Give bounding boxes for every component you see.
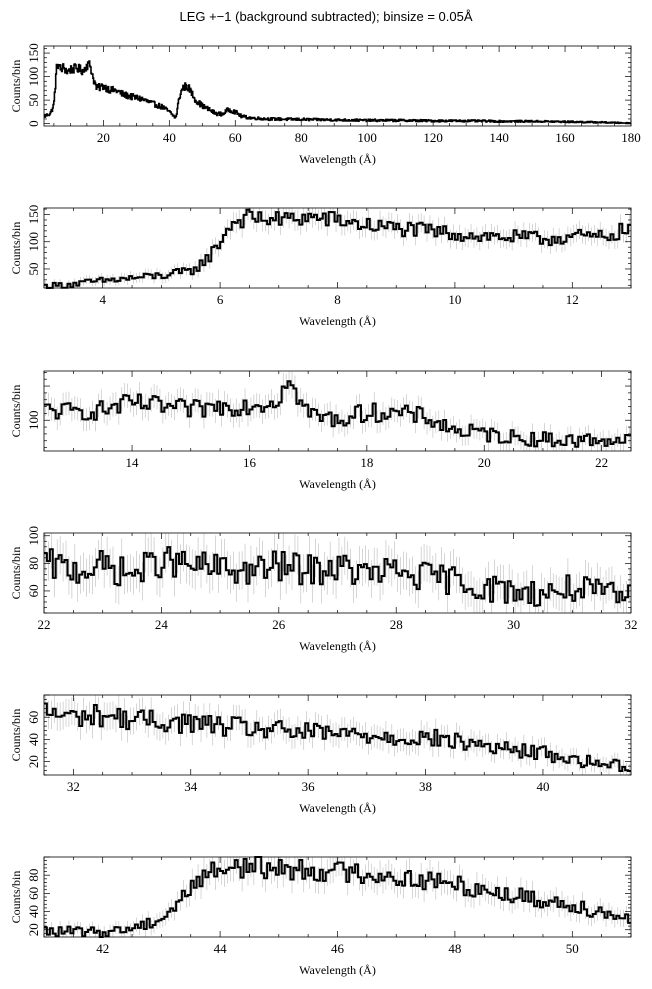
y-tick-label: 80: [26, 869, 41, 882]
x-axis-label: Wavelength (Å): [299, 152, 376, 166]
chart-panel-4: 22 24 26 28 30 32 60 80 100 Wavelength (Å) Counts/…: [9, 526, 638, 653]
x-tick-label: 34: [184, 779, 198, 794]
x-axis-label: Wavelength (Å): [299, 477, 376, 491]
series-line: [44, 856, 631, 938]
y-tick-label: 150: [26, 205, 41, 225]
x-tick-label: 40: [536, 779, 549, 794]
x-tick-label: 30: [507, 617, 520, 632]
series-line: [44, 546, 631, 607]
x-tick-label: 100: [357, 130, 377, 145]
y-tick-label: 100: [26, 67, 41, 87]
y-tick-label: 100: [26, 410, 41, 430]
chart-panel-5: 32 34 36 38 40 20 40 60 Wavelength (Å) Counts/bin: [9, 694, 632, 815]
y-tick-label: 60: [26, 887, 41, 900]
y-tick-label: 40: [26, 905, 41, 918]
x-tick-label: 24: [155, 617, 169, 632]
y-tick-label: 20: [26, 755, 41, 768]
x-tick-label: 14: [126, 455, 140, 470]
x-tick-label: 40: [163, 130, 176, 145]
chart-panel-3: 14 16 18 20 22 100 Wavelength (Å) Counts/bin: [9, 370, 632, 491]
x-tick-label: 32: [67, 779, 80, 794]
y-axis-label: Counts/bin: [9, 222, 23, 275]
x-tick-label: 28: [390, 617, 403, 632]
chart-panel-1: 20 40 60 80 100 120 140 160 180 0 50 100 150 Waveleng…: [9, 43, 641, 166]
x-tick-label: 140: [489, 130, 509, 145]
x-axis-label: Wavelength (Å): [299, 639, 376, 653]
y-tick-label: 0: [26, 120, 41, 127]
x-tick-label: 60: [229, 130, 242, 145]
x-tick-label: 4: [99, 292, 106, 307]
x-tick-label: 20: [97, 130, 110, 145]
x-tick-label: 8: [334, 292, 341, 307]
y-tick-label: 50: [26, 262, 41, 275]
series-line: [43, 60, 632, 125]
x-tick-label: 18: [360, 455, 373, 470]
x-tick-label: 36: [302, 779, 316, 794]
plot-frame: [43, 856, 632, 938]
x-tick-label: 180: [621, 130, 641, 145]
figure-title: LEG +−1 (background subtracted); binsize…: [179, 9, 473, 24]
x-tick-label: 46: [331, 941, 345, 956]
x-tick-label: 48: [448, 941, 461, 956]
series-line: [44, 380, 631, 448]
x-tick-label: 38: [419, 779, 432, 794]
y-tick-label: 80: [26, 557, 41, 570]
x-tick-label: 80: [295, 130, 308, 145]
x-tick-label: 50: [566, 941, 579, 956]
y-tick-label: 20: [26, 923, 41, 936]
x-tick-label: 160: [555, 130, 575, 145]
y-tick-label: 50: [26, 94, 41, 107]
y-tick-label: 150: [26, 43, 41, 63]
x-axis-label: Wavelength (Å): [299, 801, 376, 815]
plot-frame: [43, 45, 632, 127]
x-tick-label: 26: [272, 617, 286, 632]
x-tick-label: 120: [423, 130, 443, 145]
y-tick-label: 60: [26, 584, 41, 597]
y-tick-label: 100: [26, 232, 41, 252]
x-tick-label: 16: [243, 455, 257, 470]
y-tick-label: 40: [26, 733, 41, 746]
series-line: [44, 208, 631, 289]
x-tick-label: 32: [625, 617, 638, 632]
x-tick-label: 20: [478, 455, 491, 470]
x-tick-label: 44: [214, 941, 228, 956]
y-axis-label: Counts/bin: [9, 60, 23, 113]
x-tick-label: 22: [38, 617, 51, 632]
y-tick-label: 60: [26, 711, 41, 724]
y-tick-label: 100: [26, 526, 41, 546]
y-axis-label: Counts/bin: [9, 547, 23, 600]
series-line: [44, 702, 631, 772]
x-tick-label: 6: [217, 292, 224, 307]
y-axis-label: Counts/bin: [9, 385, 23, 438]
chart-panel-2: 4 6 8 10 12 50 100 150 Wavelength (Å) Counts/bin: [9, 205, 632, 328]
x-tick-label: 10: [448, 292, 461, 307]
x-axis-label: Wavelength (Å): [299, 963, 376, 977]
x-tick-label: 12: [566, 292, 579, 307]
y-axis-label: Counts/bin: [9, 709, 23, 762]
y-axis-label: Counts/bin: [9, 871, 23, 924]
chart-panel-6: 42 44 46 48 50 20 40 60 80 Wavelength (Å) Counts/b…: [9, 856, 632, 977]
x-tick-label: 22: [595, 455, 608, 470]
x-axis-label: Wavelength (Å): [299, 314, 376, 328]
x-tick-label: 42: [96, 941, 109, 956]
